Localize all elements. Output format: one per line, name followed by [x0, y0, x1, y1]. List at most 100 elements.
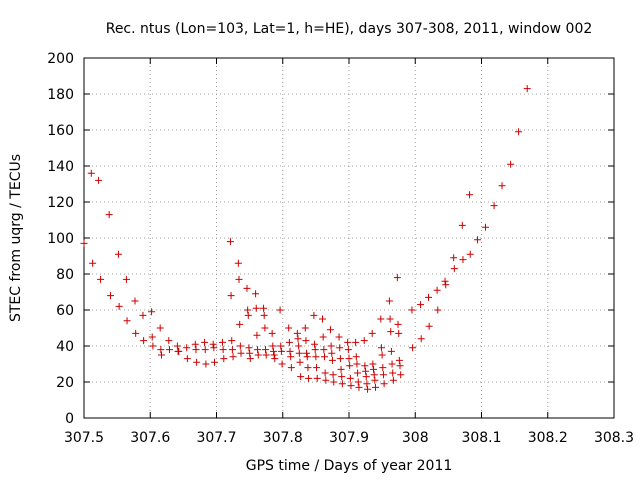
data-point [336, 355, 344, 363]
data-point [254, 346, 262, 354]
data-point [361, 362, 369, 370]
data-point [377, 315, 385, 323]
data-point [235, 275, 243, 283]
data-point [202, 360, 210, 368]
grid-lines [84, 58, 614, 418]
data-point [244, 311, 252, 319]
data-point [269, 347, 277, 355]
data-point [466, 191, 474, 199]
data-point [278, 360, 286, 368]
data-point [337, 365, 345, 373]
data-point [295, 342, 303, 350]
data-point [244, 306, 252, 314]
data-point [328, 356, 336, 364]
data-point [276, 306, 284, 314]
data-point [311, 346, 319, 354]
data-point [397, 371, 405, 379]
data-point [226, 238, 234, 246]
data-point [395, 356, 403, 364]
data-point [236, 320, 244, 328]
data-point [396, 362, 404, 370]
data-point [490, 202, 498, 210]
data-point [303, 353, 311, 361]
data-point [252, 304, 260, 312]
data-point [481, 223, 489, 231]
x-tick-label: 307.5 [64, 430, 104, 446]
data-point [192, 346, 200, 354]
data-point [388, 360, 396, 368]
data-point [95, 176, 103, 184]
data-point [409, 344, 417, 352]
y-tick-label: 100 [47, 231, 74, 247]
data-point [295, 349, 303, 357]
data-point [107, 292, 114, 300]
data-point [165, 337, 173, 345]
data-point [408, 306, 416, 314]
data-point [193, 358, 201, 366]
data-point [310, 311, 318, 319]
data-point [191, 340, 199, 348]
data-point [270, 351, 278, 359]
data-point [326, 326, 334, 334]
y-tick-label: 0 [65, 411, 74, 427]
x-tick-label: 307.7 [196, 430, 236, 446]
data-point [201, 346, 209, 354]
data-point [319, 315, 326, 323]
data-point [122, 275, 130, 283]
data-point [417, 335, 425, 343]
data-point [370, 365, 378, 373]
data-point [378, 351, 386, 359]
axis-ticks: 307.5 307.6 307.7 307.8 307.9 308 308.1 308.2 30… [47, 51, 634, 446]
data-point [254, 351, 262, 359]
data-point [442, 281, 450, 289]
y-tick-label: 140 [47, 159, 74, 175]
data-point [269, 342, 277, 350]
data-point [311, 340, 319, 348]
data-point [246, 355, 254, 363]
data-point [157, 346, 165, 354]
data-point [393, 274, 401, 282]
x-tick-label: 307.6 [130, 430, 170, 446]
data-point [344, 346, 352, 354]
data-point [301, 324, 309, 332]
data-point [252, 290, 260, 298]
data-point [173, 342, 181, 350]
data-point [371, 376, 379, 384]
data-point [387, 328, 395, 336]
data-point [148, 308, 156, 316]
data-point [386, 315, 394, 323]
data-point [329, 371, 337, 379]
data-point [434, 306, 442, 314]
data-point [253, 331, 261, 339]
data-point [394, 320, 402, 328]
data-point [105, 211, 113, 219]
data-point [115, 302, 123, 310]
data-point [328, 349, 336, 357]
x-tick-label: 308.2 [528, 430, 568, 446]
data-point [336, 344, 344, 352]
data-point [260, 311, 268, 319]
data-point [287, 353, 295, 361]
data-point [303, 349, 311, 357]
data-point [243, 284, 251, 292]
data-point [387, 347, 395, 355]
data-point [80, 239, 88, 247]
data-point [379, 364, 387, 372]
y-tick-label: 160 [47, 123, 74, 139]
data-point [220, 355, 228, 363]
data-point [201, 338, 209, 346]
data-point [313, 374, 321, 382]
data-point [246, 349, 254, 357]
data-point [210, 344, 218, 352]
data-point [459, 256, 467, 264]
data-point [139, 311, 147, 319]
y-axis-label: STEC from uqrg / TECUs [8, 154, 24, 322]
data-point [114, 250, 122, 258]
data-point [353, 360, 361, 368]
data-point [395, 329, 403, 337]
data-point [360, 337, 368, 345]
data-point [368, 329, 376, 337]
y-tick-label: 40 [56, 339, 74, 355]
